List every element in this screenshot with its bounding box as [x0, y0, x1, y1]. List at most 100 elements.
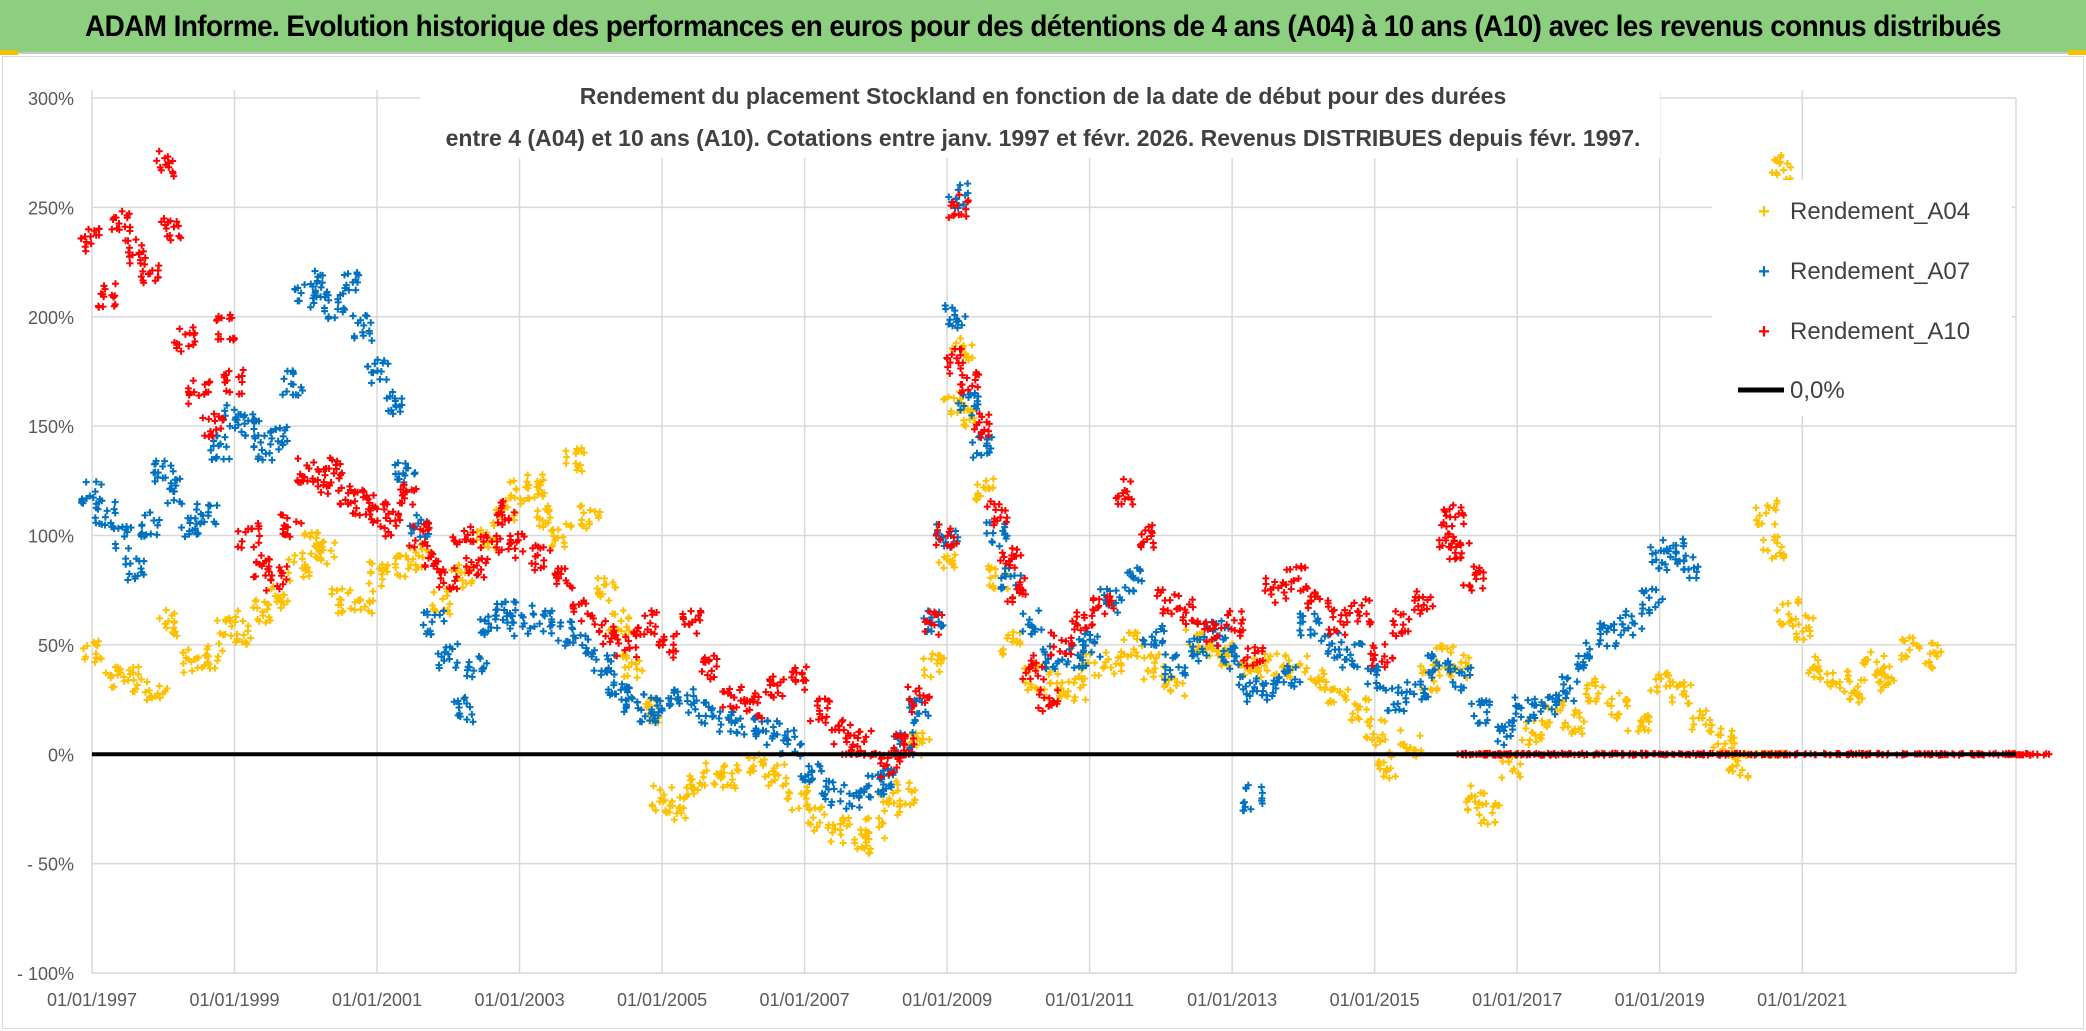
data-point: [238, 410, 263, 440]
data-point: [122, 555, 148, 584]
data-point: [1846, 676, 1868, 707]
data-point: [170, 323, 199, 355]
data-point: [1494, 717, 1518, 749]
data-point: [1439, 501, 1468, 530]
data-point: [983, 497, 1011, 529]
data-point: [1346, 595, 1375, 628]
data-point: [234, 519, 264, 552]
data-point: [619, 651, 646, 682]
data-point: [94, 280, 119, 311]
data-point: [1446, 537, 1473, 563]
data-point: [804, 803, 833, 835]
legend-bg: [1712, 180, 2012, 416]
data-point: [921, 608, 946, 639]
data-point: [1112, 475, 1137, 508]
data-point: [493, 497, 518, 529]
data-point: [1362, 716, 1389, 749]
data-point: [533, 502, 554, 531]
x-tick-label: 01/01/2019: [1615, 990, 1705, 1010]
data-point: [1859, 648, 1888, 679]
data-point: [698, 652, 721, 683]
y-tick-label: - 100%: [17, 964, 74, 984]
data-point: [448, 561, 476, 592]
data-point: [876, 765, 898, 791]
data-point: [996, 544, 1025, 572]
data-point: [1324, 685, 1352, 707]
data-point: [405, 519, 433, 551]
data-point: [997, 628, 1024, 659]
data-point: [968, 432, 996, 462]
series-Rendement_A04: [79, 151, 1945, 857]
banner-title: ADAM Informe. Evolution historique des p…: [84, 10, 2002, 43]
data-point: [690, 697, 717, 727]
data-point: [434, 640, 462, 672]
data-point: [250, 432, 276, 464]
data-point: [328, 585, 355, 617]
data-point: [349, 486, 377, 519]
data-point: [1047, 629, 1076, 659]
data-point: [1253, 677, 1281, 704]
y-tick-label: 100%: [28, 527, 74, 547]
data-point: [1240, 643, 1267, 670]
x-tick-label: 01/01/2021: [1757, 990, 1847, 1010]
data-point: [945, 191, 972, 222]
header-banner: [0, 0, 2086, 54]
data-point: [1075, 628, 1104, 661]
data-point: [806, 695, 834, 727]
data-point: [1805, 653, 1825, 683]
data-point: [1004, 574, 1029, 606]
data-point: [1239, 781, 1266, 815]
data-point: [1325, 606, 1351, 639]
data-point: [828, 716, 854, 748]
data-point: [364, 356, 392, 387]
data-point: [435, 564, 461, 593]
data-point: [1978, 749, 2053, 759]
x-tick-label: 01/01/2005: [617, 990, 707, 1010]
data-point: [227, 617, 255, 649]
data-point: [279, 367, 306, 399]
data-point: [1624, 712, 1653, 735]
data-point: [365, 498, 391, 526]
data-point: [1468, 697, 1493, 727]
data-point: [1710, 725, 1738, 753]
data-point: [827, 814, 854, 847]
x-tick-label: 01/01/2017: [1472, 990, 1562, 1010]
data-point: [284, 551, 313, 585]
data-point: [108, 207, 134, 235]
chart-title-line1: Rendement du placement Stockland en fonc…: [580, 83, 1507, 109]
data-point: [491, 598, 520, 627]
data-point: [164, 475, 186, 508]
data-point: [79, 637, 105, 666]
data-point: [1518, 717, 1546, 749]
data-point: [449, 523, 477, 548]
data-point: [1218, 642, 1243, 673]
data-point: [1139, 622, 1168, 649]
series-layer: [77, 147, 2053, 857]
y-tick-label: - 50%: [27, 855, 74, 875]
data-point: [1511, 694, 1539, 725]
data-point: [266, 423, 291, 453]
y-tick-label: 150%: [28, 417, 74, 437]
chart-title-line2: entre 4 (A04) et 10 ans (A10). Cotations…: [446, 125, 1641, 151]
data-point: [562, 444, 588, 475]
data-point: [1531, 691, 1560, 718]
data-point: [1235, 673, 1261, 706]
data-point: [1040, 668, 1068, 701]
banner-accent-right: [2068, 50, 2086, 55]
data-point: [262, 563, 291, 594]
data-point: [1446, 661, 1475, 694]
data-point: [476, 612, 501, 639]
data-point: [698, 759, 725, 789]
data-point: [263, 583, 292, 614]
data-point: [847, 727, 875, 760]
data-point: [1019, 651, 1048, 683]
data-point: [505, 530, 528, 562]
data-point: [200, 640, 226, 672]
data-point: [1582, 675, 1607, 706]
data-point: [655, 630, 681, 662]
data-point: [178, 514, 206, 541]
data-point: [291, 279, 321, 311]
data-point: [141, 678, 171, 704]
y-tick-label: 250%: [28, 198, 74, 218]
data-point: [320, 290, 349, 323]
